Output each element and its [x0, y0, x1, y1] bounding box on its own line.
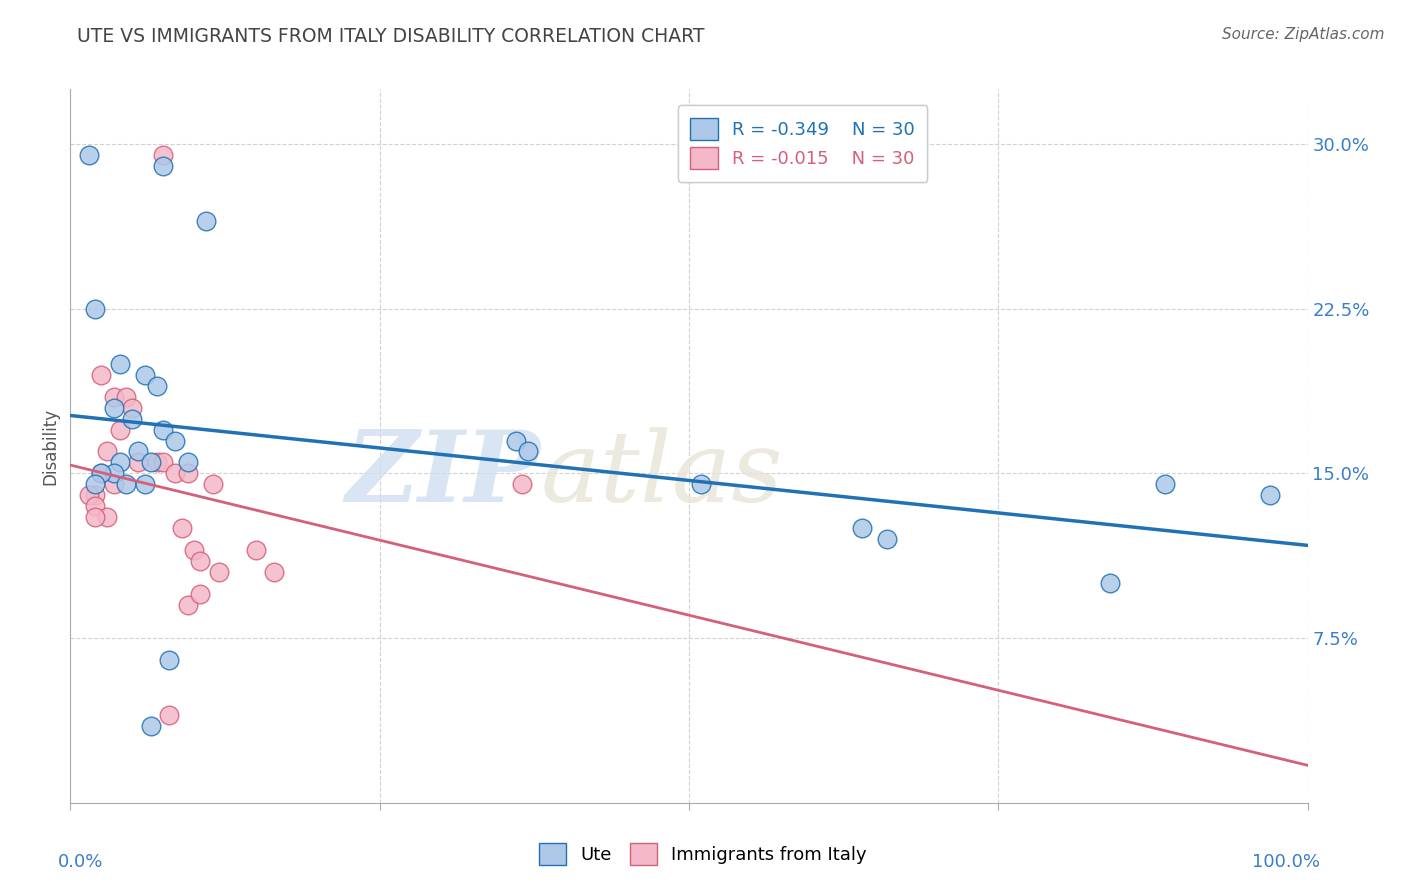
Point: [84, 510, 107, 524]
Point: [170, 521, 193, 535]
Point: [90, 467, 112, 481]
Point: [115, 390, 138, 404]
Point: [77, 148, 100, 162]
Point: [505, 434, 527, 448]
Point: [134, 368, 156, 382]
Point: [103, 477, 125, 491]
Point: [90, 368, 112, 382]
Text: 100.0%: 100.0%: [1251, 853, 1320, 871]
Point: [177, 455, 200, 469]
Point: [177, 467, 200, 481]
Point: [84, 477, 107, 491]
Point: [177, 598, 200, 612]
Point: [103, 467, 125, 481]
Point: [188, 554, 211, 568]
Point: [517, 444, 540, 458]
Point: [876, 533, 898, 547]
Point: [851, 521, 873, 535]
Point: [146, 378, 169, 392]
Point: [195, 214, 218, 228]
Point: [510, 477, 533, 491]
Text: ZIP: ZIP: [346, 426, 540, 523]
Point: [115, 477, 138, 491]
Text: Source: ZipAtlas.com: Source: ZipAtlas.com: [1222, 27, 1385, 42]
Text: 0.0%: 0.0%: [58, 853, 103, 871]
Point: [121, 411, 143, 425]
Point: [152, 423, 174, 437]
Text: UTE VS IMMIGRANTS FROM ITALY DISABILITY CORRELATION CHART: UTE VS IMMIGRANTS FROM ITALY DISABILITY …: [77, 27, 704, 45]
Point: [77, 488, 100, 502]
Point: [84, 301, 107, 316]
Point: [108, 455, 131, 469]
Point: [139, 455, 162, 469]
Point: [90, 467, 112, 481]
Y-axis label: Disability: Disability: [41, 408, 59, 484]
Point: [690, 477, 713, 491]
Point: [165, 434, 187, 448]
Point: [245, 543, 267, 558]
Point: [208, 566, 231, 580]
Point: [121, 401, 143, 415]
Point: [139, 719, 162, 733]
Point: [108, 357, 131, 371]
Text: atlas: atlas: [540, 427, 783, 522]
Point: [1154, 477, 1177, 491]
Point: [84, 488, 107, 502]
Point: [263, 566, 285, 580]
Point: [134, 477, 156, 491]
Point: [152, 148, 174, 162]
Point: [108, 423, 131, 437]
Point: [157, 708, 180, 723]
Point: [127, 455, 149, 469]
Point: [165, 467, 187, 481]
Point: [103, 390, 125, 404]
Point: [183, 543, 205, 558]
Point: [96, 510, 118, 524]
Point: [152, 159, 174, 173]
Point: [84, 500, 107, 514]
Point: [103, 401, 125, 415]
Legend: R = -0.349    N = 30, R = -0.015    N = 30: R = -0.349 N = 30, R = -0.015 N = 30: [678, 105, 928, 182]
Point: [146, 455, 169, 469]
Point: [188, 587, 211, 601]
Point: [152, 455, 174, 469]
Point: [127, 444, 149, 458]
Point: [96, 444, 118, 458]
Point: [1098, 576, 1121, 591]
Point: [201, 477, 224, 491]
Legend: Ute, Immigrants from Italy: Ute, Immigrants from Italy: [530, 834, 876, 874]
Point: [157, 653, 180, 667]
Point: [1260, 488, 1282, 502]
